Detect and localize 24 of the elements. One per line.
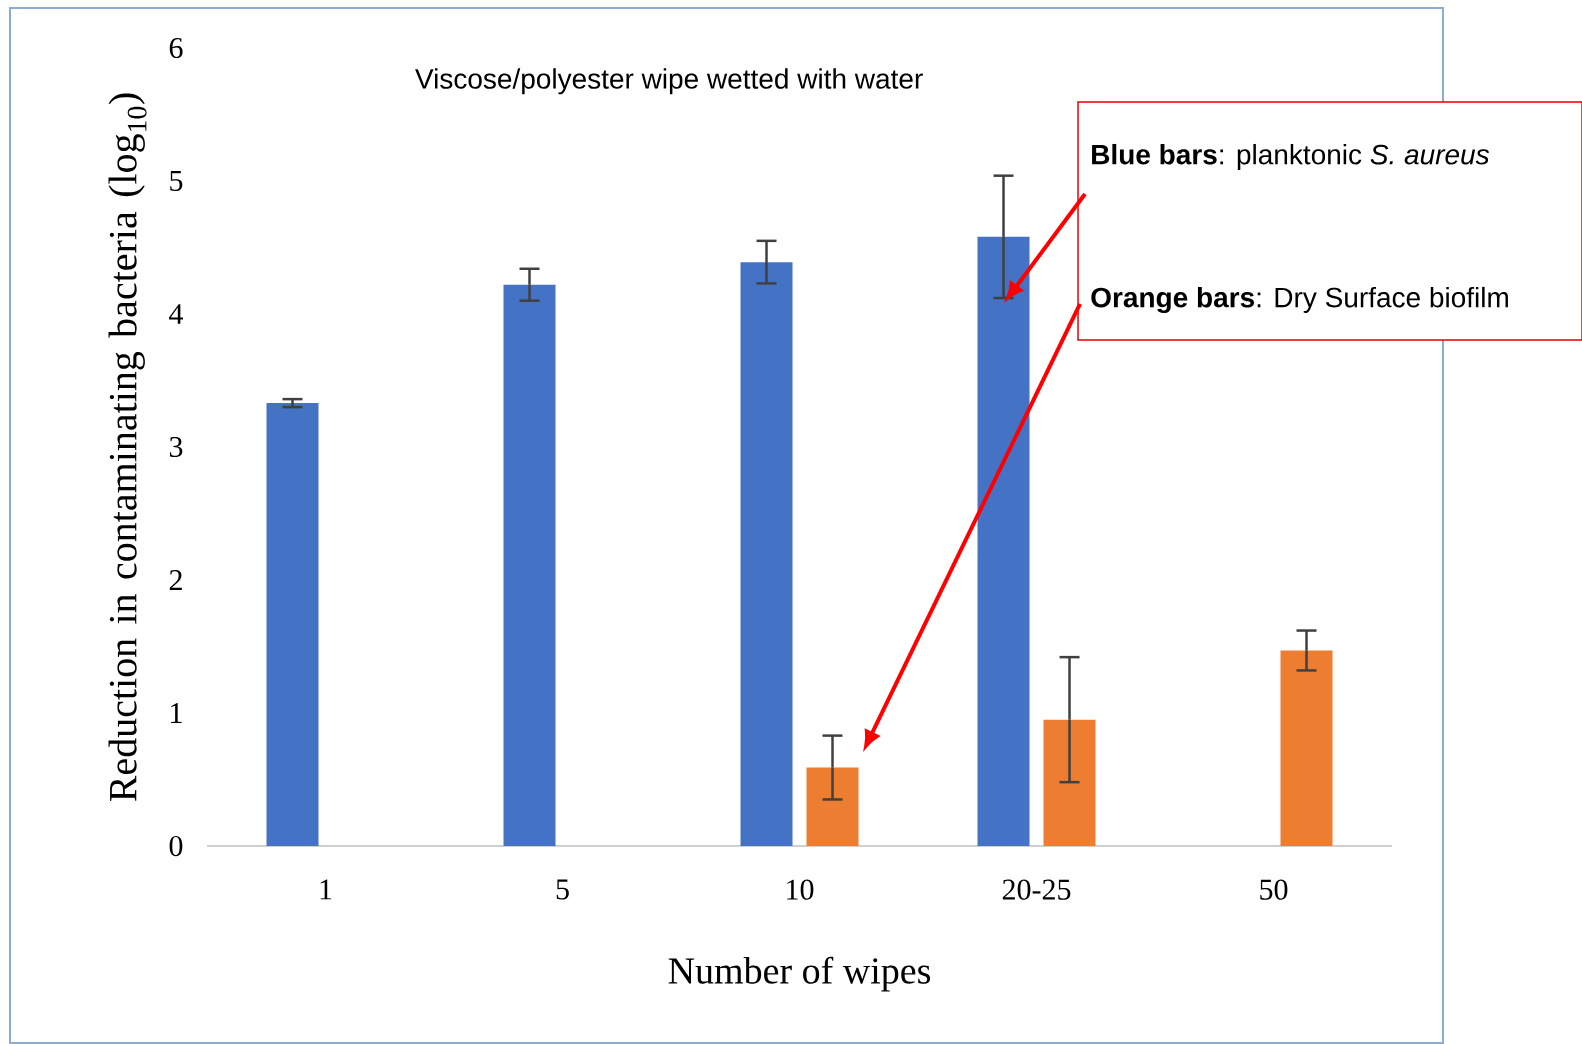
x-tick-label: 1 (320, 879, 332, 900)
x-tick-label: 50 (1260, 879, 1288, 900)
y-tick-label: 3 (169, 436, 183, 458)
text: Viscose/polyester wipe wetted with water (415, 68, 923, 95)
y-tick-label: 0 (169, 835, 183, 857)
annotation: Orange bars: Dry Surface biofilm (1091, 286, 1508, 314)
x-tick-label: 10 (787, 879, 814, 900)
bar (977, 236, 1030, 846)
bar (1280, 650, 1333, 846)
bar (806, 767, 859, 846)
bar (740, 262, 793, 846)
x-tick-label: 5 (556, 879, 569, 900)
y-axis-title: Reduction in contaminating bacteria (log$_{10}$) (108, 93, 147, 802)
bar (503, 284, 556, 846)
bar (1043, 719, 1096, 846)
x-tick-label: 20-25 (1002, 879, 1071, 900)
y-tick-label: 4 (169, 304, 184, 324)
y-tick-label: 2 (169, 570, 182, 590)
y-tick-label: 5 (170, 171, 183, 191)
x-axis-title: Number of wipes (668, 956, 931, 992)
annotation: Blue bars: planktonic S. aureus (1092, 143, 1490, 171)
y-tick-label: 6 (169, 37, 183, 59)
bar (266, 403, 319, 846)
y-tick-label: 1 (171, 703, 182, 723)
